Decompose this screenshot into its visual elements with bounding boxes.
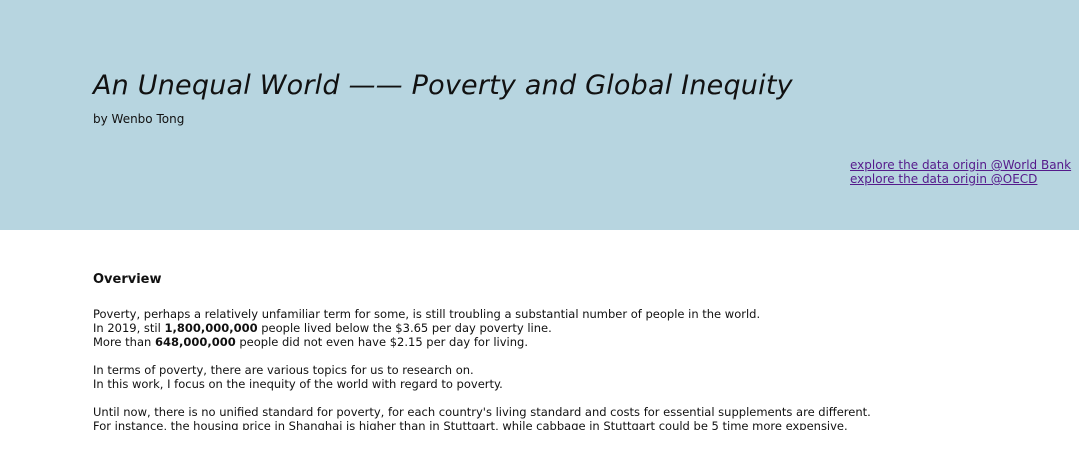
main-content: Overview Poverty, perhaps a relatively u… [93, 272, 1053, 430]
text-segment: people lived below the $3.65 per day pov… [257, 321, 552, 335]
bold-figure: 648,000,000 [154, 335, 236, 349]
text-segment: people did not even have $2.15 per day f… [235, 335, 528, 349]
text-line: In this work, I focus on the inequity of… [93, 377, 1053, 391]
text-segment: Until now, there is no unified standard … [93, 405, 871, 419]
source-links: explore the data origin @World Bank explo… [850, 158, 1071, 186]
header-banner: An Unequal World —— Poverty and Global I… [0, 0, 1079, 230]
page-title: An Unequal World —— Poverty and Global I… [93, 70, 793, 101]
text-line: In terms of poverty, there are various t… [93, 363, 1053, 377]
text-segment: For instance, the housing price in Shang… [93, 419, 848, 430]
byline: by Wenbo Tong [93, 112, 185, 126]
source-link[interactable]: explore the data origin @OECD [850, 172, 1038, 186]
text-line: More than 648,000,000 people did not eve… [93, 335, 1053, 349]
paragraph: Until now, there is no unified standard … [93, 405, 1053, 430]
text-segment: More than [93, 335, 155, 349]
paragraph: Poverty, perhaps a relatively unfamiliar… [93, 307, 1053, 349]
text-segment: In this work, I focus on the inequity of… [93, 377, 503, 391]
text-line: For instance, the housing price in Shang… [93, 419, 1053, 430]
paragraph: In terms of poverty, there are various t… [93, 363, 1053, 391]
text-line: In 2019, stil 1,800,000,000 people lived… [93, 321, 1053, 335]
text-segment: Poverty, perhaps a relatively unfamiliar… [93, 307, 761, 321]
text-line: Until now, there is no unified standard … [93, 405, 1053, 419]
text-segment: In terms of poverty, there are various t… [93, 363, 474, 377]
text-line: Poverty, perhaps a relatively unfamiliar… [93, 307, 1053, 321]
text-segment: In 2019, stil [93, 321, 165, 335]
bold-figure: 1,800,000,000 [164, 321, 258, 335]
section-heading: Overview [93, 272, 162, 287]
source-link[interactable]: explore the data origin @World Bank [850, 158, 1072, 172]
